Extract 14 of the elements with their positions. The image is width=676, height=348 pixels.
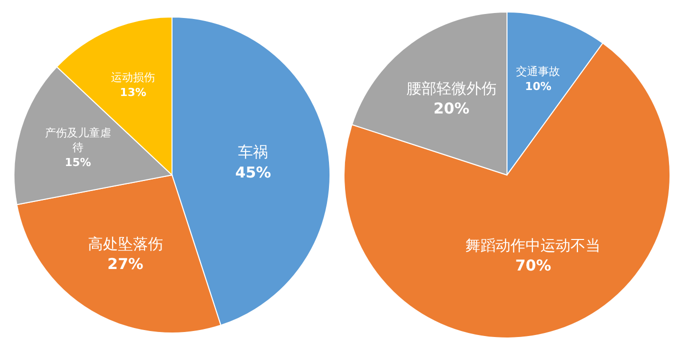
data-label: 27% <box>107 255 144 274</box>
slice-label: 交通事故 <box>516 64 560 78</box>
data-label: 13% <box>120 86 146 100</box>
slice-label: 舞蹈动作中运动不当 <box>466 236 601 254</box>
data-label: 15% <box>64 156 92 170</box>
slice-label: 车祸 <box>238 143 268 162</box>
slice-label: 产伤及儿童虐待 <box>44 126 111 154</box>
data-label: 70% <box>515 256 552 275</box>
data-label: 20% <box>433 100 470 118</box>
slice-label: 高处坠落伤 <box>88 234 163 253</box>
data-label: 10% <box>525 80 552 93</box>
slice-label: 运动损伤 <box>111 71 156 84</box>
slice-label: 腰部轻微外伤 <box>406 79 496 98</box>
data-label: 45% <box>235 163 272 182</box>
